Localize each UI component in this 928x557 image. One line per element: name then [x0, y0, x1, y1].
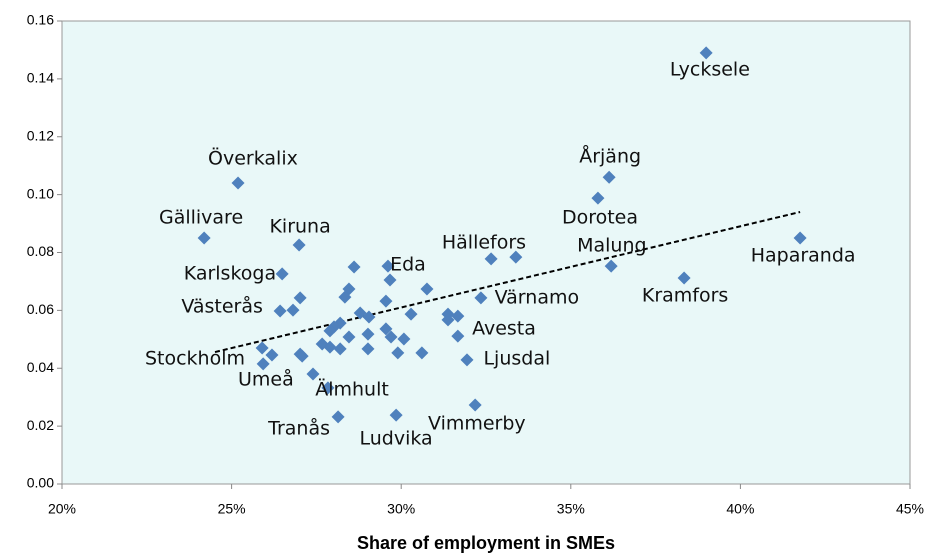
point — [347, 260, 361, 274]
point-label: Ludvika — [360, 427, 433, 449]
x-tick-label: 30% — [387, 501, 415, 517]
point-label: Haparanda — [751, 244, 856, 266]
point — [379, 294, 393, 308]
point — [474, 291, 488, 305]
point-label: Kramfors — [642, 284, 728, 306]
point — [381, 259, 395, 273]
plot-area — [61, 20, 911, 485]
point-label: Stockholm — [145, 347, 245, 369]
point — [379, 322, 393, 336]
point-label: Gällivare — [159, 207, 243, 229]
point — [389, 408, 403, 422]
x-tick-label: 45% — [896, 501, 924, 517]
point — [323, 324, 337, 338]
point — [342, 330, 356, 344]
point — [591, 191, 605, 205]
point-label: Malung — [577, 235, 646, 257]
point-label: Värnamo — [495, 286, 579, 308]
point — [197, 231, 211, 245]
point — [484, 252, 498, 266]
y-tick-label: 0.04 — [27, 359, 54, 375]
point — [331, 410, 345, 424]
point — [275, 267, 289, 281]
x-axis-title: Share of employment in SMEs — [357, 533, 615, 553]
point-label: Årjäng — [579, 145, 641, 168]
point-label: Dorotea — [562, 207, 638, 229]
point — [256, 357, 270, 371]
point — [604, 259, 618, 273]
x-tick-label: 20% — [48, 501, 76, 517]
y-tick-label: 0.16 — [27, 12, 54, 28]
point-label: Älmhult — [315, 377, 389, 400]
trendline — [214, 211, 801, 354]
point-label: Västerås — [181, 294, 263, 317]
point-label: Ljusdal — [483, 347, 550, 369]
point — [793, 231, 807, 245]
x-tick-label: 40% — [726, 501, 754, 517]
point — [333, 342, 347, 356]
point-label: Vimmerby — [428, 413, 526, 435]
point — [451, 329, 465, 343]
point — [361, 342, 375, 356]
point — [292, 238, 306, 252]
point — [286, 303, 300, 317]
point — [265, 348, 279, 362]
point — [255, 341, 269, 355]
point-label: Tranås — [267, 417, 330, 440]
y-tick-label: 0.14 — [27, 70, 54, 86]
x-tick-label: 35% — [557, 501, 585, 517]
point — [383, 273, 397, 287]
point — [420, 282, 434, 296]
y-tick-label: 0.08 — [27, 243, 54, 259]
point — [231, 176, 245, 190]
point-label: Lycksele — [670, 59, 750, 81]
point — [699, 46, 713, 60]
point-label: Hällefors — [442, 231, 526, 253]
point — [338, 290, 352, 304]
point — [397, 332, 411, 346]
y-tick-label: 0.02 — [27, 417, 54, 433]
point — [295, 349, 309, 363]
point — [306, 367, 320, 381]
point — [451, 309, 465, 323]
point-label: Umeå — [238, 368, 294, 391]
point — [391, 346, 405, 360]
point — [273, 304, 287, 318]
point — [361, 327, 375, 341]
point — [460, 353, 474, 367]
point — [441, 313, 455, 327]
point-label: Karlskoga — [184, 262, 276, 284]
point — [293, 291, 307, 305]
point-label: Eda — [390, 253, 426, 275]
point — [677, 271, 691, 285]
point — [404, 307, 418, 321]
y-tick-label: 0.00 — [27, 475, 54, 491]
point-label: Kiruna — [269, 216, 330, 238]
y-tick-label: 0.06 — [27, 301, 54, 317]
y-tick-label: 0.12 — [27, 127, 54, 143]
y-tick-label: 0.10 — [27, 185, 54, 201]
point — [602, 170, 616, 184]
x-tick-label: 25% — [218, 501, 246, 517]
point — [321, 381, 335, 395]
point — [323, 340, 337, 354]
point — [468, 398, 482, 412]
point-label: Överkalix — [208, 147, 298, 170]
point — [362, 310, 376, 324]
point — [384, 330, 398, 344]
point — [415, 346, 429, 360]
point-label: Avesta — [472, 317, 536, 339]
point — [509, 250, 523, 264]
